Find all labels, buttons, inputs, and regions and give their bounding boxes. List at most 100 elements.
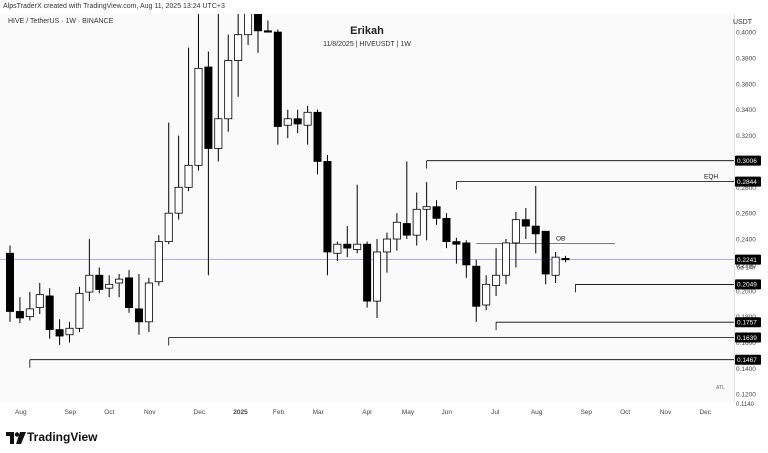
level-price-tag-bg	[735, 332, 761, 343]
candle-up	[333, 243, 342, 254]
candle-down	[134, 308, 143, 323]
x-tick-label: Mar	[313, 409, 325, 416]
level-price-tag-bg	[735, 354, 761, 365]
x-tick-label: Jul	[491, 409, 500, 416]
x-tick-label: Dec	[194, 409, 206, 416]
candle-up	[35, 294, 44, 308]
y-tick-label: 0.1200	[736, 392, 756, 399]
y-tick-label: 0.2400	[736, 237, 756, 244]
candle-down	[432, 206, 441, 219]
candle-up	[144, 282, 153, 323]
x-tick-label: 2025	[233, 409, 248, 416]
candle-up	[373, 251, 382, 302]
candle-up	[75, 292, 84, 329]
x-tick-label: Dec	[699, 409, 711, 416]
x-tick-label: May	[402, 409, 415, 416]
candle-up	[234, 34, 243, 61]
x-tick-label: Aug	[531, 409, 543, 416]
candle-down	[363, 243, 372, 302]
candle-down	[462, 242, 471, 266]
candle-down	[253, 14, 262, 32]
level-price-tag: 0.1757	[737, 320, 757, 327]
y-tick-label: 0.4000	[736, 30, 756, 37]
current-price-tag-bg	[735, 254, 761, 265]
x-tick-label: Oct	[620, 409, 630, 416]
candle-down	[323, 161, 332, 253]
candle-up	[154, 241, 163, 283]
y-tick-label: 0.3400	[736, 107, 756, 114]
level-price-tag-bg	[735, 317, 761, 328]
y-tick-label: 0.2600	[736, 211, 756, 218]
level-price-tag-bg	[735, 279, 761, 290]
candle-down	[273, 31, 282, 127]
candle-up	[105, 283, 114, 289]
x-tick-label: Sep	[580, 409, 592, 416]
chart-credit: AlpsTraderX created with TradingView.com…	[3, 3, 225, 10]
brand-name: TradingView	[27, 430, 98, 444]
y-tick-label: 0.3600	[736, 81, 756, 88]
y-tick-label: 0.2800	[736, 185, 756, 192]
current-price-tag: 0.2241	[737, 257, 757, 264]
chart-subtitle: 11/8/2025 | HIVEUSDT | 1W	[323, 41, 411, 48]
candle-up	[184, 164, 193, 188]
candle-up	[482, 283, 491, 306]
candle-up	[382, 238, 391, 253]
candle-up	[25, 308, 34, 318]
y-tick-label: 0.2000	[736, 288, 756, 295]
x-tick-label: Nov	[144, 409, 156, 416]
candle-up	[214, 118, 223, 149]
ob-label: OB	[556, 235, 565, 242]
tradingview-logo-icon	[6, 432, 26, 444]
candle-up	[194, 67, 203, 166]
candle-down	[313, 111, 322, 162]
candle-up	[283, 118, 292, 126]
candle-down	[561, 258, 570, 261]
candle-down	[15, 311, 24, 319]
candle-down	[541, 230, 550, 275]
candle-up	[174, 186, 183, 214]
chart-title: Erikah	[350, 25, 384, 37]
candle-down	[472, 265, 481, 307]
candle-down	[95, 274, 104, 290]
candle-down	[521, 219, 530, 227]
candle-down	[531, 225, 540, 235]
candle-up	[244, 14, 253, 36]
level-price-tag: 0.2049	[737, 282, 757, 289]
y-tick-label: 0.1600	[736, 340, 756, 347]
quote-currency: USDT	[732, 19, 752, 26]
symbol-info[interactable]: HIVE / TetherUS · 1W · BINANCE	[8, 18, 114, 25]
atl-label: ATL	[716, 385, 725, 391]
countdown-label: 6d 14h	[737, 266, 755, 272]
x-tick-label: Aug	[15, 409, 27, 416]
candle-up	[501, 242, 510, 276]
x-tick-label: Jun	[442, 409, 453, 416]
candles-group	[0, 14, 734, 368]
candle-up	[85, 274, 94, 293]
candle-down	[6, 252, 14, 312]
candle-down	[263, 30, 272, 33]
level-price-tag: 0.1467	[737, 357, 757, 364]
level-price-tag-bg	[735, 155, 761, 166]
eqh-label: EQH	[704, 174, 718, 181]
y-tick-label: 0.3800	[736, 55, 756, 62]
candle-up	[353, 243, 362, 250]
candle-up	[511, 219, 520, 244]
candle-up	[115, 278, 124, 284]
candle-up	[303, 111, 312, 126]
candle-up	[65, 327, 74, 336]
level-price-tag: 0.1639	[737, 335, 757, 342]
x-tick-label: Oct	[104, 409, 114, 416]
candle-down	[45, 295, 54, 330]
candle-down	[452, 241, 461, 245]
y-tick-label: 0.1140	[736, 402, 755, 408]
y-tick-label: 0.2200	[736, 262, 756, 269]
candle-down	[293, 118, 302, 125]
candle-down	[343, 243, 352, 249]
x-tick-label: Feb	[273, 409, 285, 416]
candle-down	[442, 217, 451, 243]
level-price-tag: 0.3006	[737, 158, 757, 165]
y-tick-label: 0.3200	[736, 133, 756, 140]
x-tick-label: Apr	[362, 409, 373, 416]
candle-up	[492, 274, 501, 286]
